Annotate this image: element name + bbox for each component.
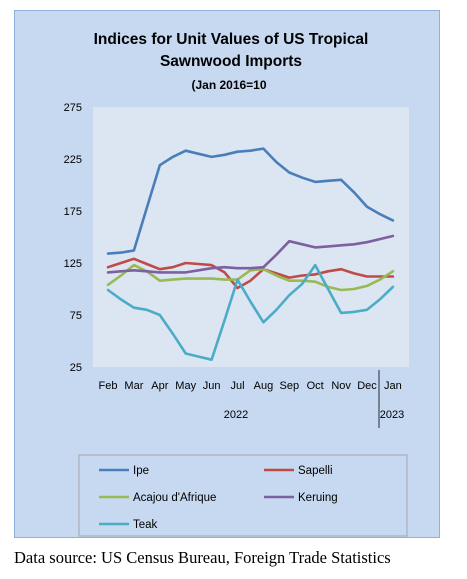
x-axis: Feb Mar Apr May Jun Jul Aug Sep Oct Nov Dec Jan bbox=[99, 380, 402, 392]
x-tick-label: Jan bbox=[384, 380, 402, 392]
data-source-note: Data source: US Census Bureau, Foreign T… bbox=[14, 548, 391, 567]
legend-label-keruing: Keruing bbox=[298, 492, 338, 504]
legend-label-sapelli: Sapelli bbox=[298, 465, 333, 477]
chart-title-line-1: Indices for Unit Values of US Tropical bbox=[94, 31, 369, 48]
x-tick-label: Feb bbox=[99, 380, 118, 392]
chart-subtitle: (Jan 2016=10 bbox=[191, 78, 266, 92]
y-tick-label: 25 bbox=[70, 362, 82, 374]
year-label-2022: 2022 bbox=[224, 409, 248, 421]
legend-label-teak: Teak bbox=[133, 519, 158, 531]
x-tick-label: Nov bbox=[331, 380, 351, 392]
x-tick-label: Jun bbox=[203, 380, 221, 392]
y-tick-label: 75 bbox=[70, 310, 82, 322]
series-line-keruing bbox=[106, 234, 395, 274]
y-axis: 25 75 125 175 225 275 bbox=[64, 102, 82, 374]
x-tick-label: Jul bbox=[230, 380, 244, 392]
year-label-2023: 2023 bbox=[380, 409, 404, 421]
x-tick-label: Sep bbox=[280, 380, 300, 392]
x-tick-label: Oct bbox=[307, 380, 324, 392]
series-line-sapelli bbox=[106, 257, 395, 290]
y-tick-label: 275 bbox=[64, 102, 82, 114]
series-line-ipe bbox=[106, 147, 395, 255]
legend-box bbox=[78, 454, 408, 537]
plot-area bbox=[93, 107, 409, 367]
legend-label-ipe: Ipe bbox=[133, 465, 149, 477]
chart-title-line-2: Sawnwood Imports bbox=[160, 53, 302, 70]
x-tick-label: Apr bbox=[151, 380, 168, 392]
x-tick-label: Mar bbox=[124, 380, 143, 392]
legend: Ipe Sapelli Acajou d'Afrique Keruing Teak bbox=[99, 465, 338, 531]
y-tick-label: 225 bbox=[64, 154, 82, 166]
x-tick-label: May bbox=[175, 380, 196, 392]
series-line-acajou-d-afrique bbox=[106, 263, 395, 292]
x-tick-label: Dec bbox=[357, 380, 377, 392]
series-lines bbox=[106, 147, 395, 362]
y-tick-label: 175 bbox=[64, 206, 82, 218]
legend-label-acajou-d-afrique: Acajou d'Afrique bbox=[133, 492, 216, 504]
y-tick-label: 125 bbox=[64, 258, 82, 270]
x-tick-label: Aug bbox=[254, 380, 274, 392]
series-line-teak bbox=[106, 263, 395, 362]
